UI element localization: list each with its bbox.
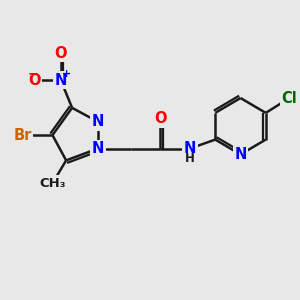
Text: N: N [92, 141, 104, 156]
Text: N: N [234, 147, 247, 162]
Text: Cl: Cl [282, 91, 297, 106]
Text: O: O [55, 46, 67, 61]
Text: CH₃: CH₃ [39, 177, 66, 190]
Text: Br: Br [14, 128, 32, 142]
Text: O: O [154, 111, 167, 126]
Text: O: O [28, 73, 40, 88]
Text: N: N [92, 114, 104, 129]
Text: H: H [185, 152, 195, 164]
Text: +: + [61, 69, 71, 79]
Text: N: N [184, 141, 196, 156]
Text: N: N [55, 73, 67, 88]
Text: −: − [27, 67, 38, 80]
